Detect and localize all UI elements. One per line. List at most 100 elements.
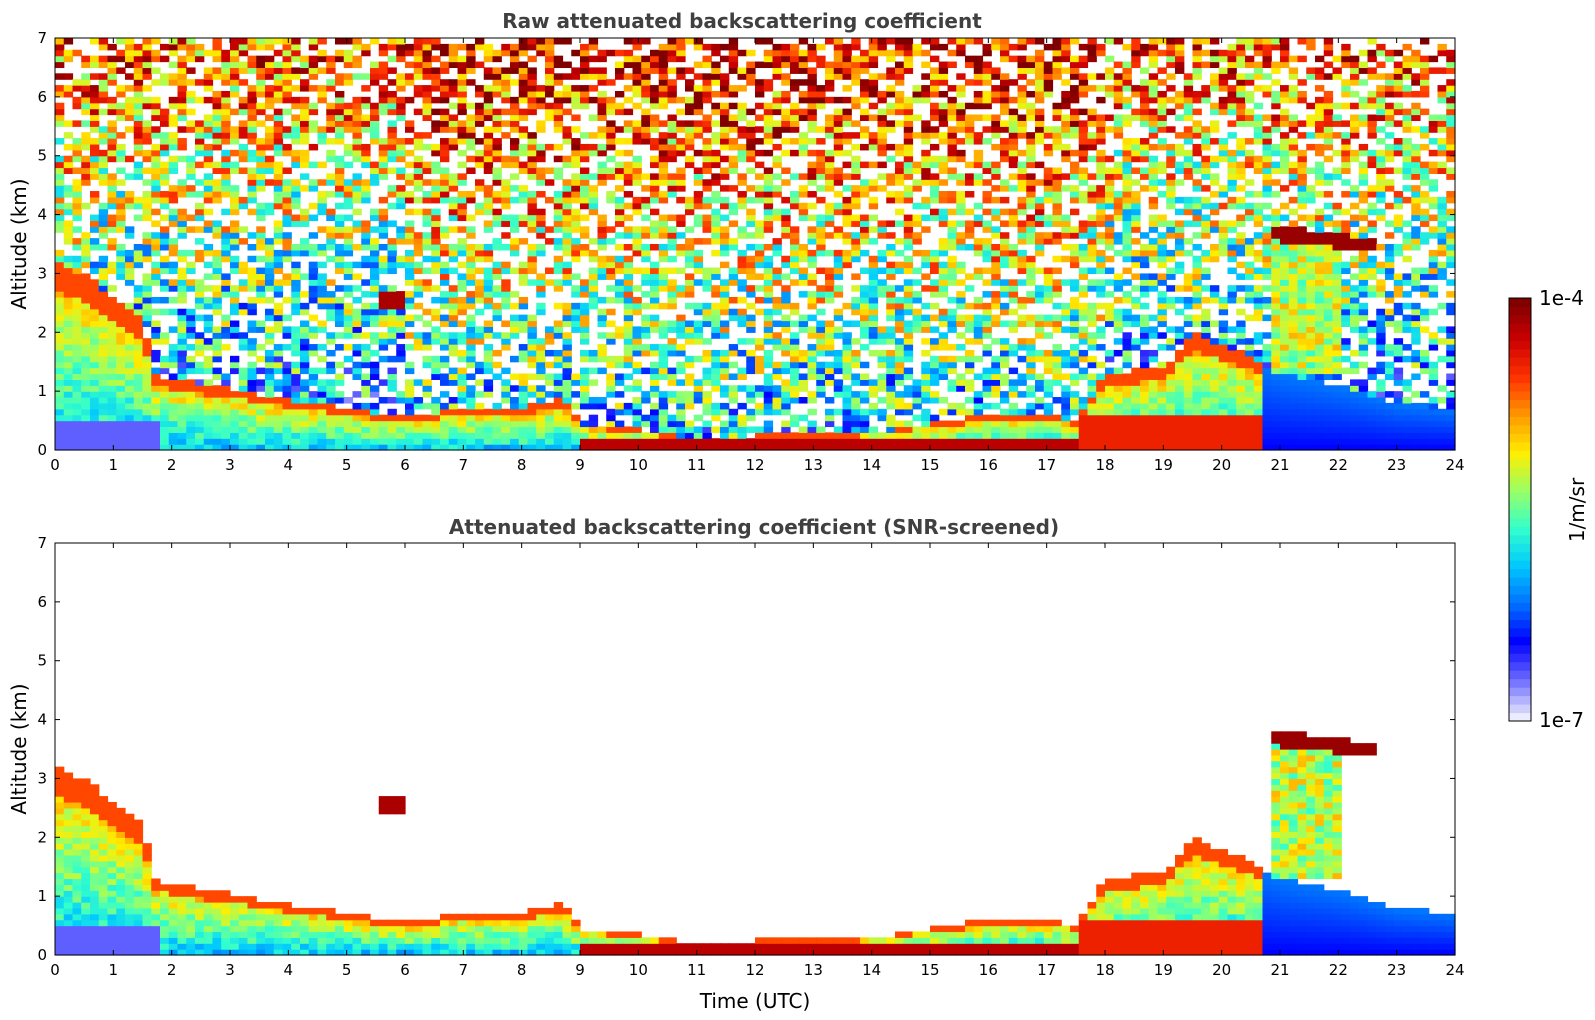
heatmap-cell [580,185,590,192]
heatmap-cell [510,155,520,163]
heatmap-cell [597,73,607,80]
heatmap-cell [422,308,432,316]
heatmap-cell [711,373,721,380]
heatmap-cell [597,49,607,57]
heatmap-cell [571,373,581,380]
heatmap-cell [772,367,782,375]
heatmap-cell [361,332,371,339]
heatmap-cell [195,149,205,157]
heatmap-cell [921,202,931,210]
heatmap-cell [116,196,126,204]
heatmap-cell [842,438,852,445]
heatmap-cell [265,43,275,51]
heatmap-cell [475,332,485,339]
heatmap-cell [335,379,345,386]
heatmap-cell [877,138,887,145]
heatmap-cell [72,208,82,216]
heatmap-cell [825,179,835,186]
heatmap-cell [317,408,327,416]
heatmap-cell [667,267,677,275]
heatmap-cell [413,267,424,275]
heatmap-cell [125,55,135,63]
heatmap-cell [168,344,179,351]
heatmap-cell [195,314,205,322]
heatmap-cell [343,438,354,445]
heatmap-cell [772,279,782,286]
heatmap-cell [851,414,861,422]
heatmap-cell [160,161,170,169]
heatmap-cell [422,320,432,327]
heatmap-cell [361,349,371,357]
heatmap-cell [798,326,809,333]
heatmap-cell [623,120,634,127]
heatmap-cell [886,432,896,439]
heatmap-cell [55,55,65,63]
heatmap-cell [230,408,240,416]
heatmap-cell [466,126,476,133]
heatmap-cell [737,367,747,375]
heatmap-cell [370,373,380,380]
heatmap-cell [387,397,397,404]
heatmap-cell [895,149,905,157]
heatmap-cell [273,73,284,80]
heatmap-cell [142,196,152,204]
heatmap-cell [308,102,319,110]
heatmap-cell [518,296,529,304]
heatmap-cell [580,308,590,316]
heatmap-cell [588,191,599,198]
heatmap-cell [256,155,266,163]
heatmap-cell [378,161,389,169]
heatmap-cell [912,279,922,286]
heatmap-cell [763,38,774,45]
heatmap-cell [877,338,887,345]
heatmap-cell [597,438,607,445]
heatmap-cell [326,226,336,233]
heatmap-cell [256,408,266,416]
heatmap-cell [116,402,126,410]
heatmap-cell [501,67,511,74]
heatmap-cell [230,361,240,369]
heatmap-cell [580,302,590,310]
heatmap-cell [352,149,362,157]
heatmap-cell [903,255,914,263]
heatmap-cell [317,414,327,422]
heatmap-cell [326,349,336,357]
heatmap-cell [930,267,940,275]
heatmap-cell [475,255,485,263]
heatmap-cell [781,73,791,80]
heatmap-cell [300,420,310,428]
heatmap-cell [711,61,721,69]
heatmap-cell [221,385,231,392]
heatmap-cell [81,273,91,280]
heatmap-cell [81,232,91,239]
heatmap-cell [387,338,397,345]
heatmap-cell [667,344,677,351]
heatmap-cell [151,438,161,445]
heatmap-cell [711,108,721,116]
heatmap-cell [571,244,581,251]
heatmap-cell [518,408,529,416]
heatmap-cell [676,179,686,186]
heatmap-cell [790,126,800,133]
heatmap-cell [553,361,564,369]
heatmap-cell [632,179,642,186]
heatmap-cell [545,332,555,339]
heatmap-cell [903,296,914,304]
heatmap-cell [326,438,336,445]
heatmap-cell [650,420,660,428]
heatmap-cell [116,338,126,345]
heatmap-cell [510,126,520,133]
heatmap-cell [90,73,100,80]
heatmap-cell [693,261,704,269]
heatmap-cell [387,255,397,263]
heatmap-cell [238,61,249,69]
heatmap-cell [300,438,310,445]
heatmap-cell [160,114,170,121]
heatmap-cell [431,326,441,333]
heatmap-cell [833,67,844,74]
heatmap-cell [501,214,511,222]
heatmap-cell [212,414,222,422]
heatmap-cell [597,108,607,116]
heatmap-cell [343,285,354,292]
heatmap-cell [168,43,179,51]
